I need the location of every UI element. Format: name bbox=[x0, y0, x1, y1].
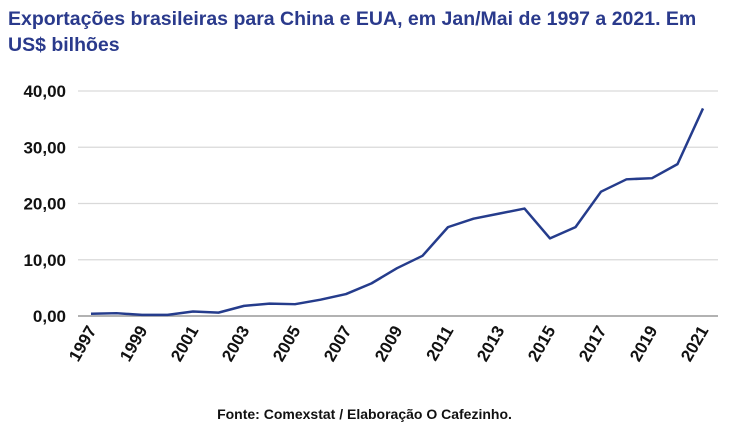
x-tick-label: 2011 bbox=[423, 323, 458, 364]
x-tick-label: 2009 bbox=[371, 323, 406, 365]
x-tick-label: 2021 bbox=[677, 323, 712, 365]
x-tick-label: 1997 bbox=[65, 323, 100, 365]
x-tick-label: 1999 bbox=[116, 323, 151, 365]
series-line bbox=[90, 107, 705, 317]
y-tick-label: 10,00 bbox=[23, 251, 66, 270]
source-note: Fonte: Comexstat / Elaboração O Cafezinh… bbox=[217, 406, 512, 422]
x-tick-label: 2007 bbox=[320, 323, 355, 365]
y-tick-label: 20,00 bbox=[23, 195, 66, 214]
y-tick-label: 0,00 bbox=[33, 307, 66, 326]
chart-title: Exportações brasileiras para China e EUA… bbox=[8, 8, 697, 56]
x-tick-label: 2005 bbox=[269, 323, 304, 365]
line-chart: 0,00 10,00 20,00 30,00 40,00 1997 1999 2001 2003… bbox=[23, 82, 718, 365]
x-tick-label: 2013 bbox=[473, 323, 508, 365]
x-tick-label: 2003 bbox=[218, 323, 253, 365]
x-tick-label: 2001 bbox=[167, 323, 202, 365]
y-tick-label: 30,00 bbox=[23, 138, 66, 157]
x-tick-label: 2015 bbox=[524, 323, 559, 365]
x-tick-label: 2019 bbox=[626, 323, 661, 365]
x-tick-label: 2017 bbox=[575, 323, 610, 365]
y-tick-label: 40,00 bbox=[23, 82, 66, 101]
